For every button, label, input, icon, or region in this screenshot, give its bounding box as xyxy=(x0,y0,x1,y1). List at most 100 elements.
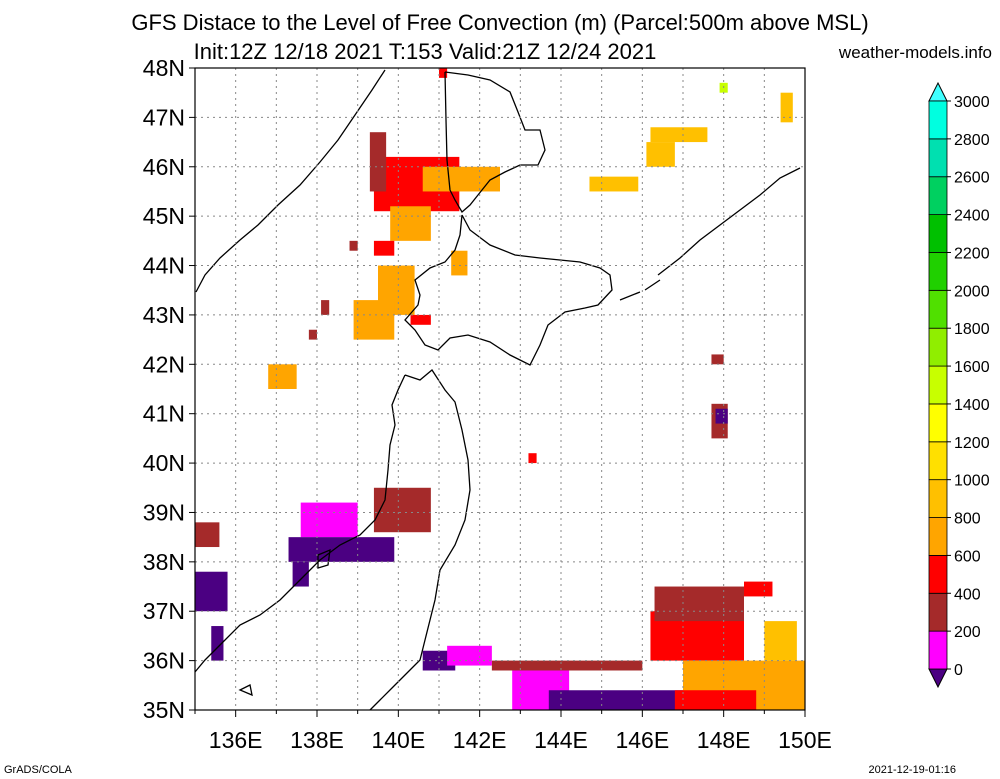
lon-label: 142E xyxy=(453,727,507,753)
shaded-cell xyxy=(650,127,708,143)
shaded-cell xyxy=(589,176,639,192)
colorbar-swatch xyxy=(928,138,948,178)
shaded-cell xyxy=(451,250,468,276)
shaded-cell xyxy=(373,240,395,256)
shaded-cell xyxy=(646,142,675,167)
lat-label: 42N xyxy=(143,351,185,377)
lat-label: 43N xyxy=(143,302,185,328)
software-credit: GrADS/COLA xyxy=(4,764,72,776)
lat-label: 39N xyxy=(143,499,185,525)
lat-label: 48N xyxy=(143,55,185,81)
colorbar-swatch xyxy=(928,252,948,291)
colorbar-label: 400 xyxy=(954,586,981,603)
shaded-cell xyxy=(308,329,317,340)
coast-oki xyxy=(238,684,253,697)
shaded-cell xyxy=(211,626,224,661)
colorbar-swatch xyxy=(928,555,948,594)
lon-label: 148E xyxy=(697,727,751,753)
shaded-cell xyxy=(353,300,395,340)
colorbar-label: 1800 xyxy=(954,321,990,338)
colorbar-label: 2600 xyxy=(954,170,990,187)
shaded-cell xyxy=(195,571,228,612)
colorbar-label: 800 xyxy=(954,511,981,528)
colorbar-swatch xyxy=(928,441,948,481)
colorbar-arrow-high xyxy=(928,81,948,102)
lat-label: 38N xyxy=(143,549,185,575)
shaded-cell xyxy=(491,660,643,671)
shaded-cell xyxy=(369,132,387,192)
colorbar-label: 3000 xyxy=(954,94,990,111)
colorbar-swatch xyxy=(928,630,948,670)
graticule xyxy=(195,68,805,710)
coast-sado xyxy=(317,548,331,569)
colorbar-swatch xyxy=(928,403,948,443)
colorbar-swatch xyxy=(928,365,948,405)
lon-label: 136E xyxy=(209,727,263,753)
lat-label: 41N xyxy=(143,401,185,427)
shaded-cell xyxy=(292,561,309,587)
colorbar-label: 1000 xyxy=(954,473,990,490)
shaded-cell xyxy=(422,166,500,192)
coast-mainland xyxy=(195,69,386,293)
colorbar-label: 1400 xyxy=(954,397,990,414)
colorbar-swatch xyxy=(928,289,948,329)
colorbar-arrow-low xyxy=(928,668,948,689)
coast-sakhalin xyxy=(444,71,546,214)
map-frame xyxy=(194,67,806,711)
colorbar-label: 600 xyxy=(954,548,981,565)
colorbar-swatch xyxy=(928,517,948,556)
shaded-cell xyxy=(715,408,728,424)
site-label: weather-models.info xyxy=(838,43,992,62)
shaded-cell xyxy=(321,300,330,315)
shaded-cell xyxy=(711,354,724,365)
shaded-cell xyxy=(447,645,492,666)
shaded-cell xyxy=(780,92,793,123)
lat-label: 46N xyxy=(143,154,185,180)
colorbar-label: 2000 xyxy=(954,283,990,300)
map-title: GFS Distace to the Level of Free Convect… xyxy=(131,10,869,35)
colorbar-swatch xyxy=(928,592,948,632)
coast-hokkaido xyxy=(404,214,613,366)
shaded-cell xyxy=(744,581,773,597)
shaded-cell xyxy=(764,621,797,661)
lon-label: 146E xyxy=(615,727,669,753)
lon-label: 138E xyxy=(290,727,344,753)
lat-label: 36N xyxy=(143,648,185,674)
lat-label: 40N xyxy=(143,450,185,476)
lon-label: 144E xyxy=(534,727,588,753)
shaded-cell xyxy=(390,206,431,241)
lat-label: 47N xyxy=(143,104,185,130)
colorbar-swatch xyxy=(928,214,948,253)
shaded-cell xyxy=(654,586,744,622)
colorbar-label: 0 xyxy=(954,662,963,679)
shaded-cell xyxy=(410,314,431,325)
longitude-labels: 136E 138E 140E 142E 144E 146E 148E 150E xyxy=(209,727,832,753)
shaded-cell xyxy=(674,690,757,710)
colorbar-label: 1200 xyxy=(954,435,990,452)
lat-label: 35N xyxy=(143,697,185,723)
map-subtitle: Init:12Z 12/18 2021 T:153 Valid:21Z 12/2… xyxy=(193,39,657,64)
shaded-cell xyxy=(373,487,431,533)
colorbar-swatch xyxy=(928,176,948,216)
shaded-cell xyxy=(548,690,683,710)
shaded-cell xyxy=(268,364,297,389)
lon-label: 150E xyxy=(778,727,832,753)
shaded-field xyxy=(195,68,805,710)
generated-timestamp: 2021-12-19-01:16 xyxy=(868,764,956,776)
colorbar-label: 200 xyxy=(954,624,981,641)
colorbar: 0 200 400 600 800 1000 1200 1400 1600 1800 2000 220… xyxy=(928,81,990,689)
lat-label: 37N xyxy=(143,598,185,624)
coast-kurils xyxy=(619,167,801,301)
colorbar-label: 2400 xyxy=(954,208,990,225)
axis-ticks xyxy=(189,67,806,717)
lat-label: 45N xyxy=(143,203,185,229)
colorbar-label: 2800 xyxy=(954,132,990,149)
lat-label: 44N xyxy=(143,253,185,279)
colorbar-label: 1600 xyxy=(954,359,990,376)
shaded-cell xyxy=(528,453,537,464)
colorbar-swatch xyxy=(928,327,948,367)
shaded-cell xyxy=(349,240,358,251)
shaded-cell xyxy=(288,537,395,562)
shaded-cell xyxy=(300,502,358,538)
